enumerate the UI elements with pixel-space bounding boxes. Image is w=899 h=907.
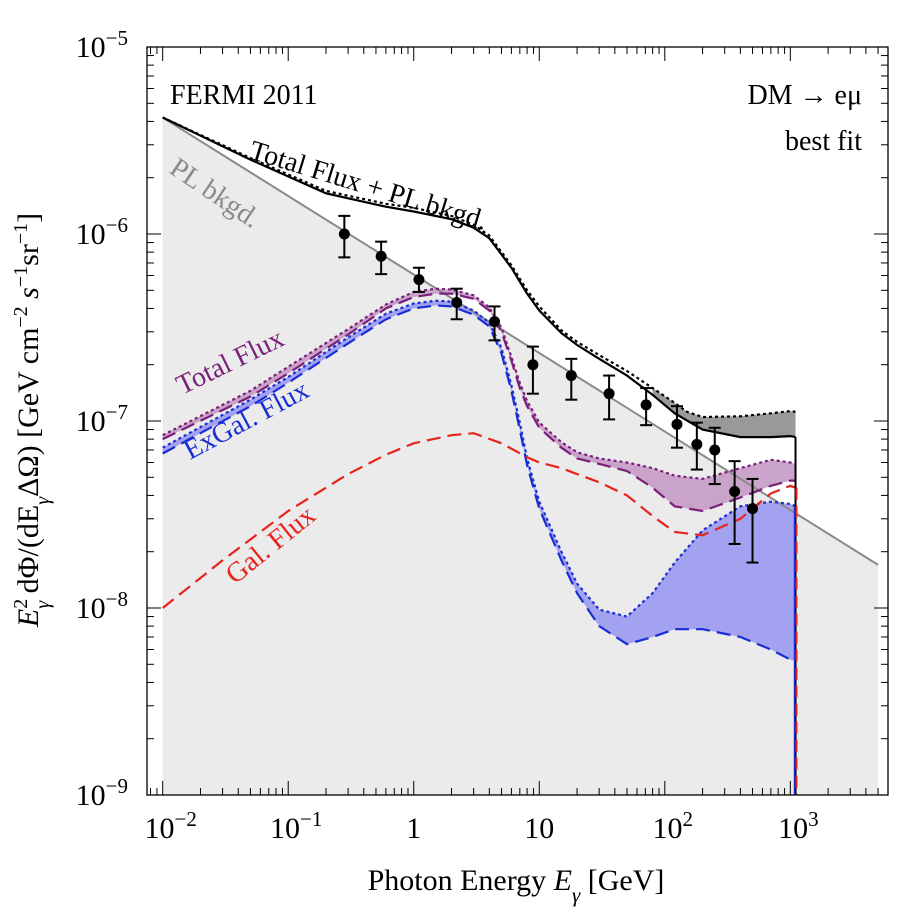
data-point-2 <box>412 266 425 293</box>
data-point-7 <box>603 374 616 421</box>
corner-label-fermi: FERMI 2011 <box>170 80 318 111</box>
series-line-2 <box>162 116 796 419</box>
x-tick-label-0: 10−2 <box>145 807 197 845</box>
y-tick-label-2: 10−7 <box>76 400 128 438</box>
series-lines-layer <box>162 116 879 795</box>
series-line-5 <box>162 304 796 663</box>
marker-12 <box>729 485 741 497</box>
marker-0 <box>338 228 350 240</box>
x-tick-labels: 10−2 10−1 1 10 102 103 <box>145 807 819 845</box>
x-tick-label-4: 102 <box>653 807 694 845</box>
data-point-3 <box>450 287 463 321</box>
data-point-9 <box>670 405 683 449</box>
data-points-layer <box>338 214 759 564</box>
y-tick-label-0: 10−9 <box>76 774 128 812</box>
marker-2 <box>413 274 425 286</box>
y-tick-label-1: 10−8 <box>76 587 128 625</box>
marker-8 <box>640 399 652 411</box>
x-axis-title: Photon Energy Eγ [GeV] <box>368 864 665 907</box>
series-line-7 <box>162 432 796 609</box>
x-tick-label-2: 1 <box>406 812 421 845</box>
series-line-1 <box>162 116 796 439</box>
data-point-13 <box>746 477 759 564</box>
data-point-4 <box>488 305 501 342</box>
data-point-8 <box>640 387 653 427</box>
x-tick-label-1: 10−1 <box>270 807 322 845</box>
series-line-3 <box>162 292 796 513</box>
marker-9 <box>671 418 683 430</box>
marker-11 <box>709 444 721 456</box>
corner-label-bestfit: best fit <box>785 126 862 157</box>
total-pl-band <box>652 388 796 438</box>
data-point-12 <box>728 460 741 545</box>
series-line-6 <box>162 299 796 618</box>
x-tick-label-5: 103 <box>778 807 819 845</box>
y-tick-label-4: 10−5 <box>76 26 128 64</box>
data-point-5 <box>526 345 539 395</box>
marker-3 <box>451 297 463 309</box>
marker-5 <box>527 359 539 371</box>
marker-10 <box>691 438 703 450</box>
marker-7 <box>603 388 615 400</box>
y-axis-title: E2γ dΦ/(dEγΔΩ) [GeV cm−2 s−1sr−1] <box>10 213 54 628</box>
exgal-flux-band <box>162 300 796 662</box>
x-tick-label-3: 10 <box>524 812 554 845</box>
data-point-6 <box>565 357 578 401</box>
marker-6 <box>565 370 577 382</box>
y-tick-label-3: 10−6 <box>76 213 128 251</box>
y-tick-labels: 10−9 10−8 10−7 10−6 10−5 <box>76 26 128 812</box>
data-point-11 <box>708 426 721 486</box>
marker-1 <box>375 250 387 262</box>
marker-13 <box>747 503 759 515</box>
axis-ticks <box>147 47 889 796</box>
data-point-10 <box>690 421 703 471</box>
data-point-0 <box>338 214 351 259</box>
data-point-1 <box>375 240 388 276</box>
marker-4 <box>489 316 501 328</box>
corner-label-channel: DM → eμ <box>747 80 862 111</box>
series-line-4 <box>162 287 796 481</box>
